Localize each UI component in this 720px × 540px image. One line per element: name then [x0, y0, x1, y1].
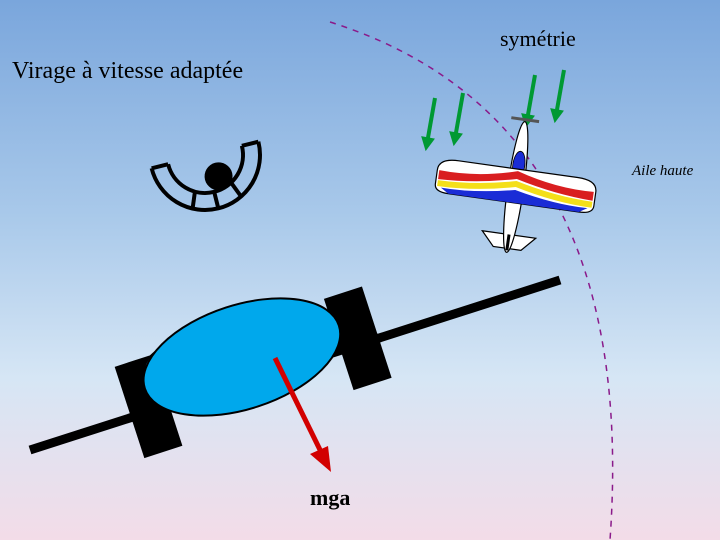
slip-ball	[202, 159, 236, 193]
title-label: Virage à vitesse adaptée	[12, 58, 243, 85]
relative-wind-arrows	[419, 69, 571, 153]
trajectory-path	[330, 22, 613, 540]
mga-label: mga	[310, 485, 350, 511]
turn-indicator	[152, 142, 272, 222]
symetrie-label: symétrie	[500, 26, 576, 52]
airplane-icon	[427, 109, 604, 264]
rudder-assembly	[108, 266, 392, 459]
aile-haute-label: Aile haute	[632, 163, 693, 180]
